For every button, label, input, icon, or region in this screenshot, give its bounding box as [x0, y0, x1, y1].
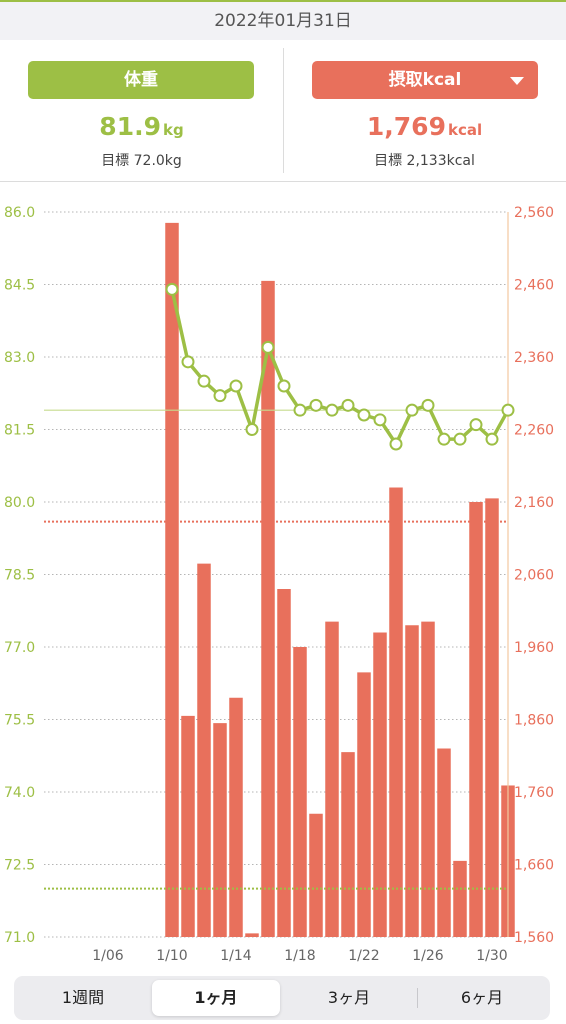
x-tick-label: 1/18: [284, 948, 315, 964]
weight-label-pill[interactable]: 体重: [28, 61, 254, 99]
x-tick-label: 1/14: [220, 948, 252, 964]
top-accent-line: [0, 0, 566, 2]
date-header: 2022年01月31日: [0, 2, 566, 40]
y-left-tick-label: 81.5: [4, 423, 35, 439]
y-right-tick-label: 1,660: [514, 858, 554, 874]
kcal-bar: [341, 752, 355, 937]
kcal-bar: [453, 860, 467, 937]
kcal-value: 1,769: [366, 112, 446, 141]
x-tick-label: 1/26: [412, 948, 444, 964]
kcal-bar: [485, 498, 499, 937]
kcal-label: 摂取kcal: [388, 70, 462, 90]
weight-point: [229, 379, 243, 393]
y-left-tick-label: 75.5: [4, 713, 35, 729]
y-left-tick-label: 78.5: [4, 568, 35, 584]
y-right-tick-label: 2,060: [514, 568, 554, 584]
y-right-tick-label: 2,460: [514, 278, 554, 294]
weight-point: [421, 398, 435, 412]
y-left-tick-label: 86.0: [4, 205, 35, 221]
weight-point: [437, 432, 451, 446]
kcal-target: 目標 2,133kcal: [374, 153, 475, 169]
weight-unit: kg: [162, 121, 184, 139]
weight-point: [357, 408, 371, 422]
segment-1-month[interactable]: 1ヶ月: [152, 980, 280, 1016]
segment-3-months[interactable]: 3ヶ月: [327, 988, 371, 1007]
y-right-tick-label: 1,960: [514, 640, 554, 656]
weight-point: [165, 282, 179, 296]
y-right-tick-label: 1,760: [514, 785, 554, 801]
weight-point: [469, 418, 483, 432]
weight-point: [293, 403, 307, 417]
kcal-bar: [181, 715, 195, 937]
weight-point: [341, 398, 355, 412]
kcal-bar: [469, 502, 483, 937]
y-left-tick-label: 77.0: [4, 640, 35, 656]
y-right-tick-label: 2,360: [514, 350, 554, 366]
weight-label: 体重: [124, 70, 158, 90]
kcal-unit: kcal: [447, 121, 483, 139]
weight-point: [501, 403, 515, 417]
y-left-tick-label: 72.5: [4, 858, 35, 874]
kcal-bar: [213, 723, 227, 937]
kcal-bar: [421, 621, 435, 937]
segment-1-week[interactable]: 1週間: [61, 988, 105, 1007]
weight-point: [453, 432, 467, 446]
summary-divider: [0, 181, 566, 182]
kcal-bar: [293, 647, 307, 937]
kcal-bar: [389, 487, 403, 937]
kcal-bar: [165, 222, 179, 937]
y-right-tick-label: 1,560: [514, 930, 554, 946]
kcal-bar: [437, 748, 451, 937]
x-tick-label: 1/22: [348, 948, 379, 964]
weight-point: [389, 437, 403, 451]
weight-value: 81.9: [99, 112, 161, 141]
kcal-current: 1,769 kcal: [283, 112, 566, 141]
weight-point: [277, 379, 291, 393]
x-tick-label: 1/30: [476, 948, 507, 964]
weight-point: [261, 340, 275, 354]
segment-divider: [417, 988, 418, 1008]
y-right-tick-label: 2,160: [514, 495, 554, 511]
x-tick-label: 1/10: [156, 948, 187, 964]
kcal-dropdown[interactable]: 摂取kcal: [312, 61, 538, 99]
kcal-bar: [309, 813, 323, 937]
y-left-tick-label: 83.0: [4, 350, 35, 366]
weight-line: [170, 288, 510, 446]
y-left-tick-label: 71.0: [4, 930, 35, 946]
summary-panel: 体重 摂取kcal 81.9 kg 1,769 kcal 目標 72.0kg 目標 …: [0, 40, 566, 182]
weight-point: [245, 423, 259, 436]
weight-point: [181, 355, 195, 369]
kcal-bar: [261, 280, 275, 937]
weight-point: [197, 374, 211, 388]
kcal-bar: [245, 933, 259, 937]
period-segmented-control: 1週間 1ヶ月 3ヶ月 6ヶ月: [14, 976, 550, 1020]
column-divider: [283, 48, 284, 173]
weight-target: 目標 72.0kg: [101, 153, 182, 169]
weight-point: [309, 398, 323, 412]
y-right-tick-label: 2,260: [514, 423, 554, 439]
weight-point: [213, 389, 227, 403]
weight-current: 81.9 kg: [0, 112, 283, 141]
weight-point: [485, 432, 499, 446]
kcal-bar: [373, 632, 387, 937]
kcal-bar: [405, 625, 419, 937]
kcal-bar: [197, 563, 211, 937]
y-left-tick-label: 74.0: [4, 785, 35, 801]
kcal-bar: [357, 672, 371, 937]
weight-point: [373, 413, 387, 427]
kcal-bar: [229, 697, 243, 937]
weight-point: [325, 403, 339, 417]
y-left-tick-label: 84.5: [4, 278, 35, 294]
y-left-tick-label: 80.0: [4, 495, 35, 511]
y-right-tick-label: 2,560: [514, 205, 554, 221]
caret-down-icon: [510, 77, 524, 85]
weight-kcal-chart[interactable]: 86.0 2,560 84.5 2,460 83.0 2,360 81.5 2,260 80.0…: [0, 182, 566, 972]
x-tick-label: 1/06: [92, 948, 124, 964]
kcal-bar: [325, 621, 339, 937]
weight-point: [405, 403, 419, 417]
kcal-bar: [277, 589, 291, 937]
y-right-tick-label: 1,860: [514, 713, 554, 729]
segment-6-months[interactable]: 6ヶ月: [460, 988, 504, 1007]
